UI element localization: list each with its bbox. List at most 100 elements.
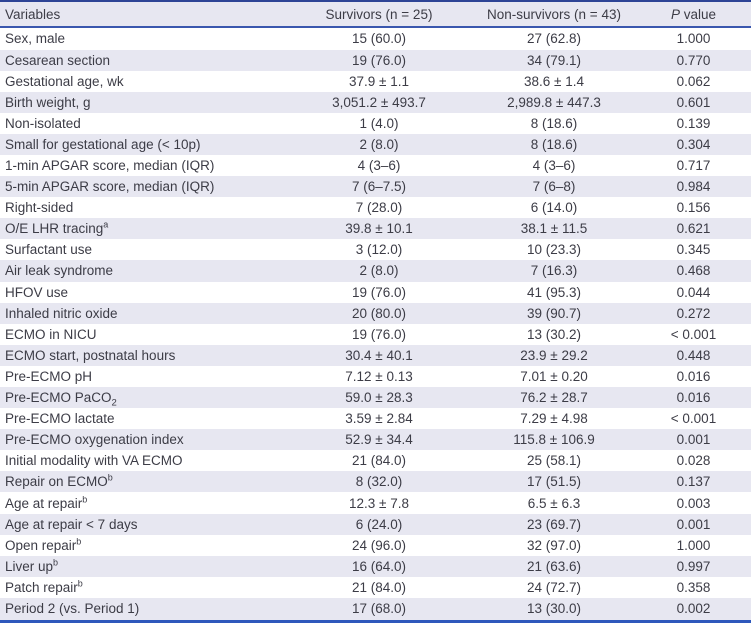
cell-survivors: 4 (3–6) <box>300 155 458 176</box>
cell-non-survivors: 76.2 ± 28.7 <box>458 387 650 408</box>
p-value-header-rest: value <box>680 7 716 22</box>
table-row: Period 2 (vs. Period 1)17 (68.0)13 (30.0… <box>0 598 751 622</box>
cell-survivors: 7 (6–7.5) <box>300 176 458 197</box>
table-row: Cesarean section19 (76.0)34 (79.1)0.770 <box>0 50 751 71</box>
cell-variable: ECMO start, postnatal hours <box>0 345 300 366</box>
table-row: 5-min APGAR score, median (IQR)7 (6–7.5)… <box>0 176 751 197</box>
footnote-marker: b <box>82 494 87 504</box>
table-row: Repair on ECMOb8 (32.0)17 (51.5)0.137 <box>0 471 751 492</box>
cell-non-survivors: 8 (18.6) <box>458 134 650 155</box>
table-row: Pre-ECMO lactate3.59 ± 2.847.29 ± 4.98< … <box>0 408 751 429</box>
cell-p-value: 1.000 <box>650 27 751 50</box>
cell-non-survivors: 13 (30.0) <box>458 598 650 622</box>
cell-variable: Pre-ECMO oxygenation index <box>0 429 300 450</box>
footnote-marker: a <box>103 220 108 230</box>
cell-survivors: 6 (24.0) <box>300 514 458 535</box>
cell-non-survivors: 10 (23.3) <box>458 239 650 260</box>
cell-variable: O/E LHR tracinga <box>0 218 300 239</box>
cell-p-value: 0.448 <box>650 345 751 366</box>
cell-non-survivors: 39 (90.7) <box>458 303 650 324</box>
cell-p-value: 0.002 <box>650 598 751 622</box>
cell-survivors: 21 (84.0) <box>300 450 458 471</box>
table-row: Small for gestational age (< 10p)2 (8.0)… <box>0 134 751 155</box>
cell-survivors: 52.9 ± 34.4 <box>300 429 458 450</box>
cell-survivors: 3,051.2 ± 493.7 <box>300 92 458 113</box>
cell-survivors: 2 (8.0) <box>300 260 458 281</box>
cell-non-survivors: 2,989.8 ± 447.3 <box>458 92 650 113</box>
cell-non-survivors: 7 (6–8) <box>458 176 650 197</box>
cell-p-value: 0.601 <box>650 92 751 113</box>
cell-survivors: 19 (76.0) <box>300 324 458 345</box>
p-value-header-italic-p: P <box>671 7 680 22</box>
footnote-marker: b <box>76 536 81 546</box>
cell-survivors: 3 (12.0) <box>300 239 458 260</box>
table-row: Right-sided7 (28.0)6 (14.0)0.156 <box>0 197 751 218</box>
footnote-marker: b <box>53 557 58 567</box>
table-row: ECMO in NICU19 (76.0)13 (30.2)< 0.001 <box>0 324 751 345</box>
cell-p-value: 0.139 <box>650 113 751 134</box>
cell-non-survivors: 17 (51.5) <box>458 471 650 492</box>
cell-variable: Inhaled nitric oxide <box>0 303 300 324</box>
table-row: Gestational age, wk37.9 ± 1.138.6 ± 1.40… <box>0 71 751 92</box>
cell-non-survivors: 41 (95.3) <box>458 282 650 303</box>
cell-non-survivors: 115.8 ± 106.9 <box>458 429 650 450</box>
cell-survivors: 12.3 ± 7.8 <box>300 492 458 513</box>
cell-p-value: 0.062 <box>650 71 751 92</box>
variables-table: Variables Survivors (n = 25) Non-survivo… <box>0 0 751 623</box>
cell-variable: Cesarean section <box>0 50 300 71</box>
cell-survivors: 24 (96.0) <box>300 535 458 556</box>
cell-p-value: 0.044 <box>650 282 751 303</box>
cell-survivors: 19 (76.0) <box>300 282 458 303</box>
cell-non-survivors: 23 (69.7) <box>458 514 650 535</box>
cell-survivors: 3.59 ± 2.84 <box>300 408 458 429</box>
cell-non-survivors: 24 (72.7) <box>458 577 650 598</box>
cell-non-survivors: 23.9 ± 29.2 <box>458 345 650 366</box>
table-row: Pre-ECMO PaCO259.0 ± 28.376.2 ± 28.70.01… <box>0 387 751 408</box>
table-row: O/E LHR tracinga39.8 ± 10.138.1 ± 11.50.… <box>0 218 751 239</box>
cell-variable: Birth weight, g <box>0 92 300 113</box>
cell-p-value: 0.984 <box>650 176 751 197</box>
cell-survivors: 2 (8.0) <box>300 134 458 155</box>
cell-survivors: 16 (64.0) <box>300 556 458 577</box>
cell-survivors: 17 (68.0) <box>300 598 458 622</box>
cell-p-value: 0.001 <box>650 429 751 450</box>
cell-p-value: < 0.001 <box>650 408 751 429</box>
cell-variable: Pre-ECMO PaCO2 <box>0 387 300 408</box>
footnote-marker: b <box>108 473 113 483</box>
cell-p-value: 0.016 <box>650 366 751 387</box>
table-row: Air leak syndrome2 (8.0)7 (16.3)0.468 <box>0 260 751 281</box>
footnote-marker: b <box>78 578 83 588</box>
table-row: Age at repairb12.3 ± 7.86.5 ± 6.30.003 <box>0 492 751 513</box>
cell-non-survivors: 34 (79.1) <box>458 50 650 71</box>
cell-non-survivors: 4 (3–6) <box>458 155 650 176</box>
cell-variable: 5-min APGAR score, median (IQR) <box>0 176 300 197</box>
cell-variable: Age at repairb <box>0 492 300 513</box>
table-row: Sex, male15 (60.0)27 (62.8)1.000 <box>0 27 751 50</box>
cell-p-value: 0.358 <box>650 577 751 598</box>
table-row: Patch repairb21 (84.0)24 (72.7)0.358 <box>0 577 751 598</box>
cell-survivors: 8 (32.0) <box>300 471 458 492</box>
cell-variable: Period 2 (vs. Period 1) <box>0 598 300 622</box>
cell-p-value: 0.304 <box>650 134 751 155</box>
cell-non-survivors: 13 (30.2) <box>458 324 650 345</box>
table-row: Birth weight, g3,051.2 ± 493.72,989.8 ± … <box>0 92 751 113</box>
cell-non-survivors: 32 (97.0) <box>458 535 650 556</box>
cell-non-survivors: 21 (63.6) <box>458 556 650 577</box>
cell-survivors: 20 (80.0) <box>300 303 458 324</box>
table-row: Inhaled nitric oxide20 (80.0)39 (90.7)0.… <box>0 303 751 324</box>
cell-non-survivors: 7.01 ± 0.20 <box>458 366 650 387</box>
table-header-row: Variables Survivors (n = 25) Non-survivo… <box>0 1 751 27</box>
table-row: Non-isolated1 (4.0)8 (18.6)0.139 <box>0 113 751 134</box>
table-row: Surfactant use3 (12.0)10 (23.3)0.345 <box>0 239 751 260</box>
cell-non-survivors: 27 (62.8) <box>458 27 650 50</box>
cell-survivors: 39.8 ± 10.1 <box>300 218 458 239</box>
table-body: Sex, male15 (60.0)27 (62.8)1.000Cesarean… <box>0 27 751 622</box>
cell-variable: 1-min APGAR score, median (IQR) <box>0 155 300 176</box>
cell-variable: Age at repair < 7 days <box>0 514 300 535</box>
cell-variable: Pre-ECMO pH <box>0 366 300 387</box>
cell-variable: Liver upb <box>0 556 300 577</box>
column-header-variables: Variables <box>0 1 300 27</box>
cell-survivors: 30.4 ± 40.1 <box>300 345 458 366</box>
cell-non-survivors: 7.29 ± 4.98 <box>458 408 650 429</box>
cell-variable: Initial modality with VA ECMO <box>0 450 300 471</box>
